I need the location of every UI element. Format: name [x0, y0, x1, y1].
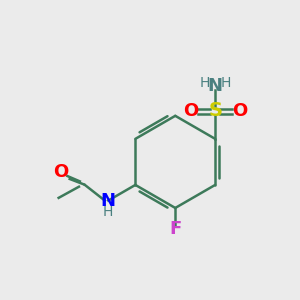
- Text: N: N: [208, 77, 223, 95]
- Text: O: O: [183, 102, 198, 120]
- Text: H: H: [102, 205, 112, 219]
- Text: F: F: [169, 220, 182, 238]
- Text: O: O: [53, 163, 68, 181]
- Text: H: H: [200, 76, 210, 90]
- Text: N: N: [101, 191, 116, 209]
- Text: H: H: [220, 76, 231, 90]
- Text: O: O: [232, 102, 247, 120]
- Text: S: S: [208, 101, 222, 120]
